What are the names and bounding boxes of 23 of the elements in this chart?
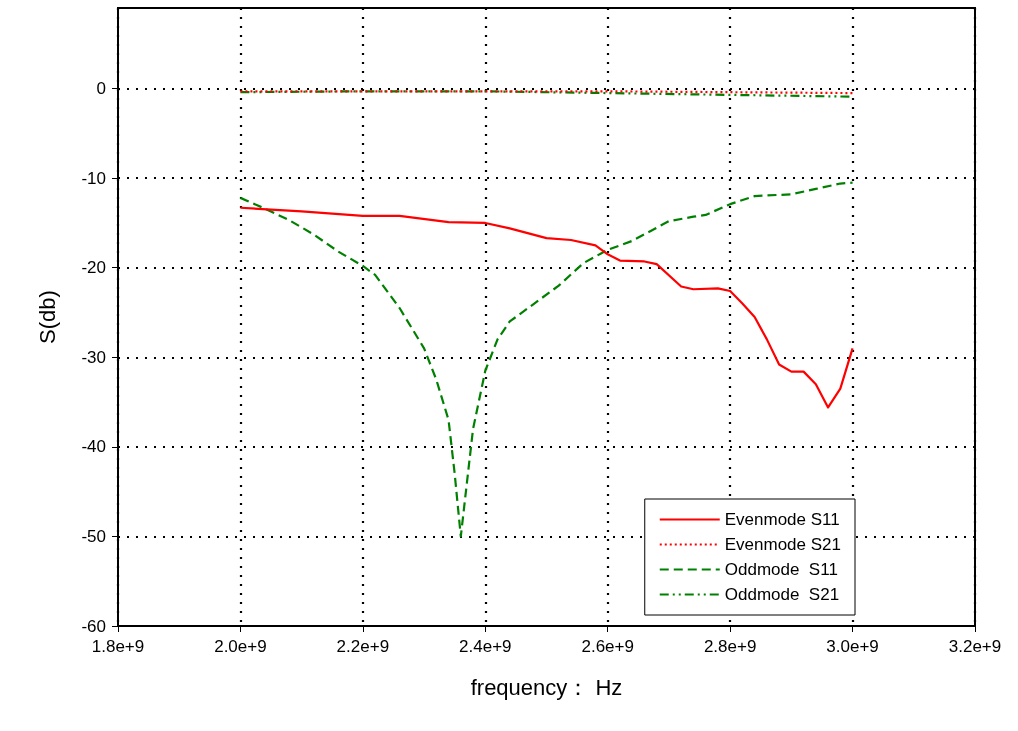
legend-label: Oddmode S21 xyxy=(724,585,840,604)
x-axis-title: frequency： Hz xyxy=(470,674,623,700)
x-tick-label: 2.0e+9 xyxy=(214,637,267,656)
x-tick-label: 3.2e+9 xyxy=(948,637,1002,656)
y-tick-label: -40 xyxy=(81,437,106,457)
line-series xyxy=(239,181,854,538)
y-tick-label: 0 xyxy=(96,79,106,99)
y-tick-label: -10 xyxy=(81,168,106,188)
x-tick-label: 2.2e+9 xyxy=(336,637,390,656)
line-series xyxy=(239,206,854,409)
x-tick-label: 1.8e+9 xyxy=(91,637,145,656)
x-tick-label: 2.4e+9 xyxy=(459,637,512,656)
x-tick-label: 2.6e+9 xyxy=(581,637,634,656)
y-tick-label: -20 xyxy=(81,258,106,278)
x-tick-label: 3.0e+9 xyxy=(826,637,879,656)
legend-label: Oddmode S11 xyxy=(724,560,838,579)
x-tick-label: 2.8e+9 xyxy=(703,637,757,656)
y-tick-label: -30 xyxy=(81,347,106,367)
y-tick-label: -60 xyxy=(81,616,106,636)
legend-label: Evenmode S21 xyxy=(724,535,842,554)
legend-label: Evenmode S11 xyxy=(724,510,840,529)
y-tick-label: -50 xyxy=(81,526,106,546)
y-axis-title: S(db) xyxy=(34,290,60,344)
